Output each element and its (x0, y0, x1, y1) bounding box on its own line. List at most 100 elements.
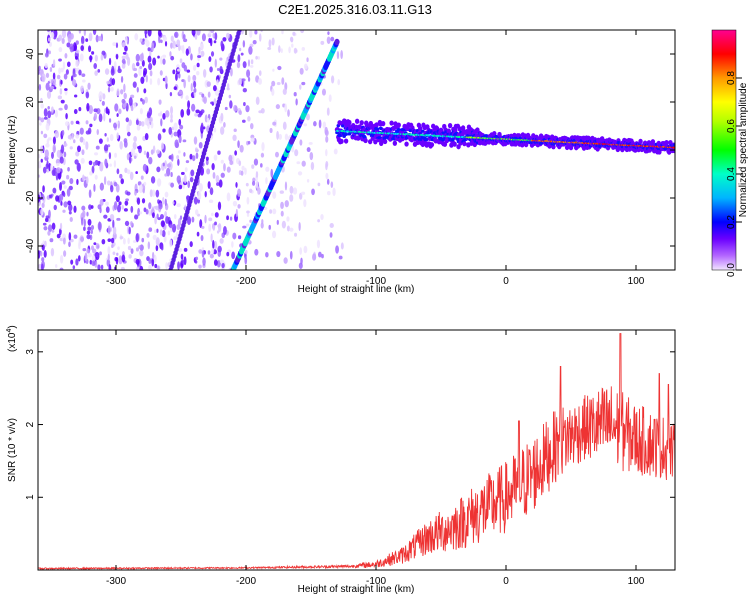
noise-blob (114, 152, 117, 158)
band-outer (374, 122, 379, 128)
noise-blob (75, 120, 80, 125)
noise-blob (240, 52, 244, 56)
noise-blob (47, 106, 50, 110)
noise-blob (211, 248, 215, 254)
noise-blob (212, 172, 216, 179)
noise-blob (261, 219, 264, 224)
noise-blob (168, 127, 172, 135)
noise-blob (190, 82, 193, 92)
noise-blob (103, 112, 106, 122)
noise-blob (82, 138, 86, 146)
noise-blob (111, 244, 114, 249)
noise-blob (269, 128, 273, 133)
noise-blob (129, 171, 134, 181)
noise-blob (106, 137, 109, 142)
noise-blob (249, 188, 253, 193)
noise-blob (49, 67, 53, 73)
noise-blob (220, 112, 224, 122)
noise-blob (244, 255, 248, 265)
noise-blob (87, 226, 92, 231)
band-mid (424, 137, 429, 142)
noise-blob (56, 162, 60, 167)
noise-blob (143, 181, 147, 186)
noise-blob (65, 69, 69, 75)
noise-blob (327, 191, 331, 196)
noise-blob (172, 201, 175, 205)
noise-blob (42, 185, 45, 193)
noise-blob (78, 255, 81, 262)
noise-blob (164, 198, 167, 207)
noise-blob (71, 132, 74, 140)
noise-blob (59, 267, 64, 270)
noise-blob (109, 163, 112, 167)
noise-blob (193, 136, 198, 145)
noise-blob (247, 59, 251, 67)
noise-blob (95, 145, 100, 150)
noise-blob (182, 139, 187, 143)
noise-blob (145, 208, 149, 215)
noise-blob (222, 37, 227, 42)
noise-blob (46, 160, 49, 168)
noise-blob (337, 79, 341, 86)
noise-blob (242, 88, 247, 93)
noise-blob (103, 214, 108, 219)
noise-blob (58, 34, 63, 41)
noise-blob (47, 50, 51, 55)
noise-blob (38, 65, 41, 71)
noise-blob (200, 43, 204, 50)
noise-blob (74, 43, 78, 51)
diagonal-point (237, 30, 242, 33)
noise-blob (227, 83, 230, 89)
band-mid (672, 143, 675, 147)
noise-blob (63, 143, 68, 147)
noise-blob (67, 61, 71, 68)
noise-blob (325, 172, 329, 180)
noise-blob (196, 30, 201, 36)
noise-blob (212, 32, 215, 39)
noise-blob (303, 199, 307, 208)
noise-blob (44, 63, 48, 69)
noise-blob (325, 149, 328, 157)
noise-blob (303, 123, 308, 127)
noise-blob (192, 64, 197, 71)
noise-blob (164, 191, 169, 198)
noise-blob (255, 171, 259, 178)
noise-blob (141, 52, 144, 61)
noise-blob (92, 30, 97, 35)
noise-blob (287, 109, 290, 117)
noise-blob (109, 213, 115, 221)
noise-blob (117, 246, 120, 250)
noise-blob (85, 38, 89, 42)
noise-blob (44, 52, 49, 58)
noise-blob (98, 138, 103, 144)
noise-blob (286, 216, 290, 222)
noise-blob (226, 192, 231, 202)
noise-blob (167, 230, 171, 236)
noise-blob (207, 181, 211, 189)
band-outer (359, 120, 364, 126)
noise-blob (242, 119, 246, 123)
noise-blob (195, 147, 198, 152)
noise-blob (300, 191, 306, 195)
noise-blob (109, 77, 113, 87)
noise-blob (75, 59, 79, 68)
noise-blob (88, 204, 92, 210)
snr-ylabel: SNR (10 * v/v) (7, 418, 18, 482)
noise-blob (258, 33, 262, 42)
noise-blob (187, 100, 191, 109)
noise-blob (157, 30, 162, 37)
noise-blob (320, 40, 325, 45)
noise-blob (178, 248, 183, 252)
noise-blob (98, 91, 103, 101)
noise-blob (303, 63, 308, 70)
noise-blob (141, 59, 145, 67)
noise-blob (181, 44, 185, 54)
noise-blob (113, 122, 118, 129)
noise-blob (66, 174, 70, 180)
noise-blob (64, 104, 68, 111)
noise-blob (121, 63, 126, 69)
noise-blob (74, 55, 78, 60)
noise-blob (214, 212, 219, 218)
noise-blob (154, 216, 157, 225)
